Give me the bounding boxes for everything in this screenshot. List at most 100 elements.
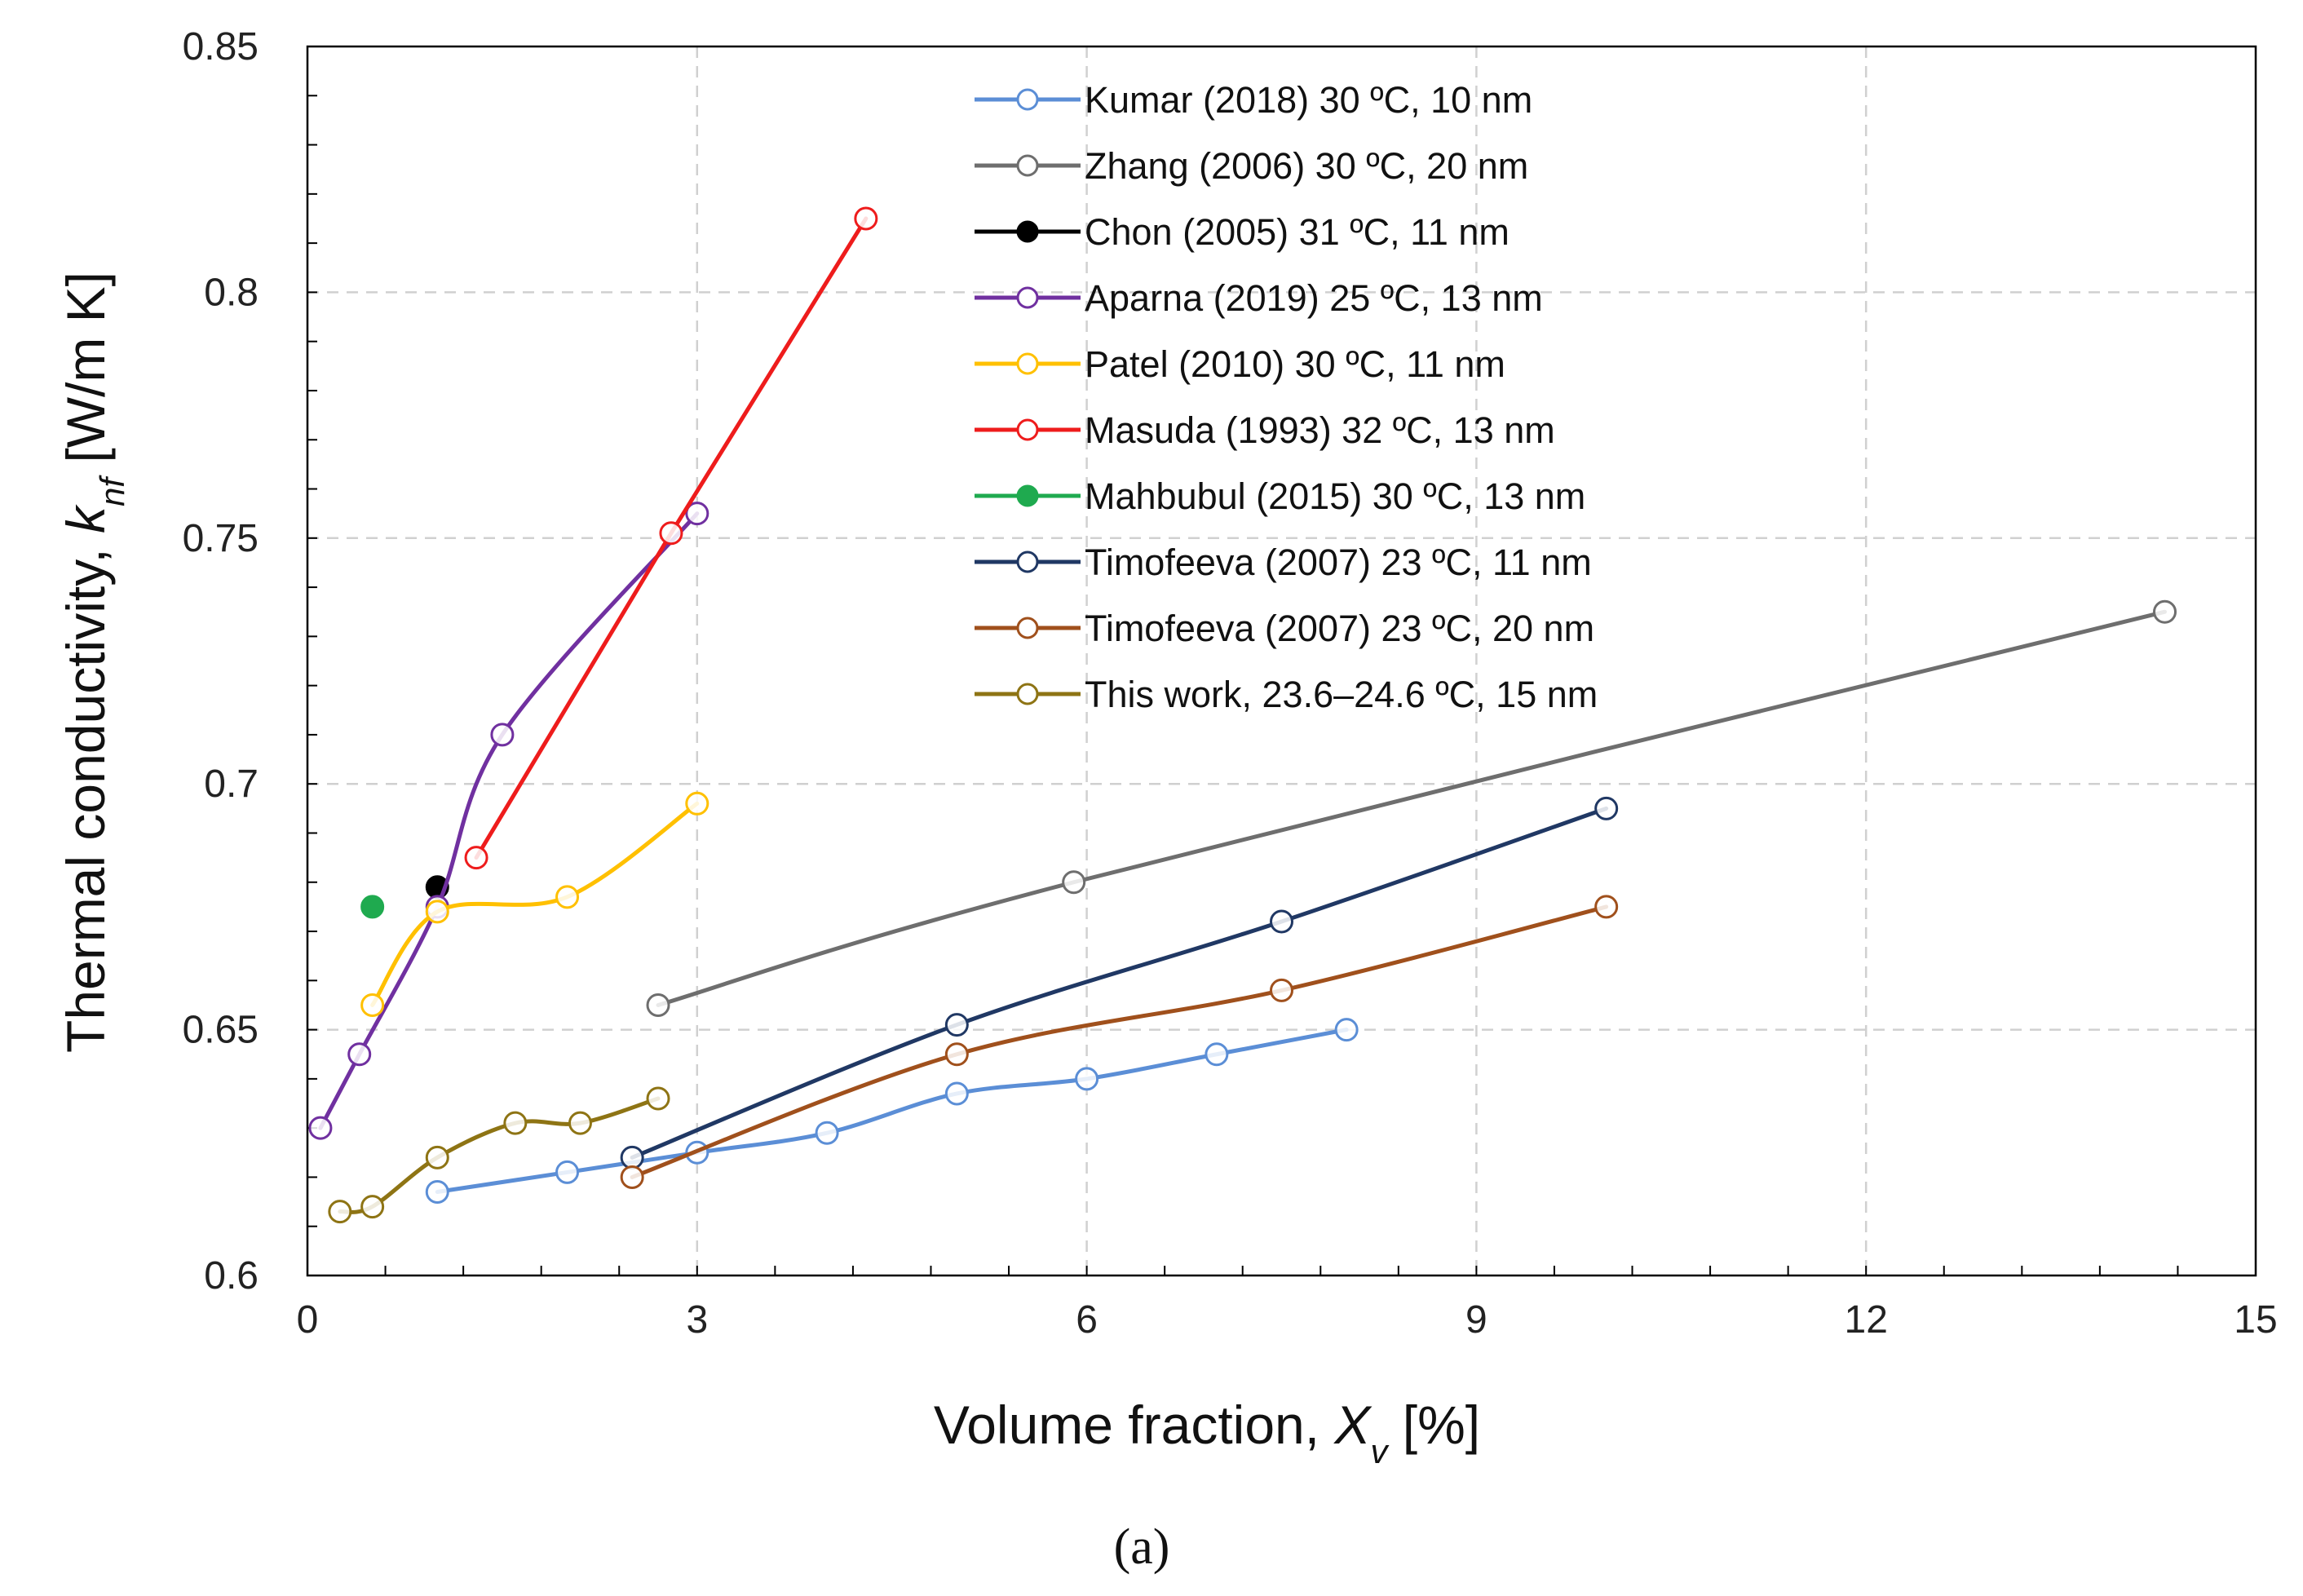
- data-point: [1075, 1067, 1099, 1091]
- y-tick-label: 0.65: [183, 1009, 259, 1052]
- data-point: [2153, 599, 2177, 624]
- legend-label: Chon (2005) 31 ºC, 11 nm: [1085, 211, 1510, 253]
- legend-entry: This work, 23.6–24.6 ºC, 15 nm: [975, 674, 1598, 715]
- x-axis-title: Volume fraction, Xv [%]: [934, 1395, 1480, 1470]
- series-line: [630, 904, 1609, 1179]
- y-tick-label: 0.75: [183, 517, 259, 560]
- data-point: [568, 1111, 592, 1135]
- legend-label: Timofeeva (2007) 23 ºC, 11 nm: [1085, 542, 1592, 583]
- legend-label: Aparna (2019) 25 ºC, 13 nm: [1085, 277, 1543, 319]
- data-point: [308, 1116, 333, 1140]
- data-point: [555, 1160, 580, 1184]
- data-point: [1062, 870, 1086, 895]
- data-point: [815, 1121, 839, 1145]
- legend-marker: [1016, 683, 1039, 705]
- data-point: [1270, 909, 1293, 934]
- data-point: [555, 885, 580, 909]
- y-axis-title: Thermal conductivity, knf [W/m K]: [55, 272, 131, 1053]
- legend-marker: [1016, 154, 1039, 177]
- legend-label: Masuda (1993) 32 ºC, 13 nm: [1085, 409, 1555, 451]
- data-point: [685, 502, 709, 526]
- data-point: [464, 846, 488, 870]
- data-point: [646, 1086, 670, 1111]
- y-tick-label: 0.6: [204, 1254, 259, 1298]
- legend-entry: Patel (2010) 30 ºC, 11 nm: [975, 343, 1505, 385]
- data-point: [425, 1145, 449, 1169]
- data-point: [360, 993, 385, 1017]
- legend-marker: [1016, 220, 1039, 243]
- legend-label: This work, 23.6–24.6 ºC, 15 nm: [1085, 674, 1598, 715]
- data-point: [944, 1013, 969, 1037]
- data-point: [490, 723, 515, 747]
- series-line: [630, 806, 1609, 1160]
- y-tick-label: 0.8: [204, 271, 259, 314]
- legend-entry: Masuda (1993) 32 ºC, 13 nm: [975, 409, 1555, 451]
- data-point: [503, 1111, 528, 1135]
- series-5: [360, 791, 709, 1017]
- x-tick-label: 15: [2234, 1298, 2277, 1342]
- legend-entry: Zhang (2006) 30 ºC, 20 nm: [975, 145, 1528, 187]
- legend-marker: [1016, 484, 1039, 507]
- data-point: [1594, 895, 1619, 919]
- y-tick-label: 0.7: [204, 763, 259, 806]
- plot-area-frame: [306, 45, 2257, 1277]
- data-point: [347, 1042, 372, 1067]
- series-8: [620, 796, 1619, 1169]
- tick-labels: 0 3 6 9 12 15 0.6 0.65 0.7 0.75 0.8 0.85: [183, 25, 2278, 1342]
- legend-label: Timofeeva (2007) 23 ºC, 20 nm: [1085, 608, 1594, 649]
- series-line: [435, 1028, 1349, 1195]
- data-point: [1334, 1018, 1359, 1042]
- x-tick-label: 3: [686, 1298, 708, 1342]
- legend-label: Patel (2010) 30 ºC, 11 nm: [1085, 343, 1505, 385]
- x-tick-label: 6: [1076, 1298, 1098, 1342]
- data-point: [360, 1195, 385, 1219]
- data-point: [1270, 978, 1293, 1002]
- data-point: [620, 1145, 644, 1169]
- data-point: [425, 1180, 449, 1205]
- data-point: [1594, 796, 1619, 820]
- legend-entry: Mahbubul (2015) 30 ºC, 13 nm: [975, 475, 1585, 517]
- data-point: [620, 1165, 644, 1189]
- data-point: [646, 993, 670, 1017]
- legend-marker: [1016, 418, 1039, 441]
- legend-entry: Timofeeva (2007) 23 ºC, 11 nm: [975, 542, 1592, 583]
- legend: Kumar (2018) 30 ºC, 10 nm Zhang (2006) 30…: [975, 79, 1598, 715]
- legend-entry: Aparna (2019) 25 ºC, 13 nm: [975, 277, 1543, 319]
- series-layer: [308, 206, 2177, 1224]
- legend-marker: [1016, 550, 1039, 573]
- legend-label: Mahbubul (2015) 30 ºC, 13 nm: [1085, 475, 1585, 517]
- data-point: [328, 1200, 352, 1224]
- series-2: [646, 599, 2177, 1017]
- data-point: [659, 521, 683, 546]
- y-tick-label: 0.85: [183, 25, 259, 69]
- data-point: [944, 1081, 969, 1106]
- series-10: [328, 1086, 670, 1224]
- legend-entry: Timofeeva (2007) 23 ºC, 20 nm: [975, 608, 1594, 649]
- data-point: [854, 206, 878, 231]
- series-7: [360, 895, 385, 919]
- panel-label: (a): [1114, 1519, 1170, 1575]
- legend-marker: [1016, 88, 1039, 111]
- series-1: [425, 1018, 1359, 1205]
- x-tick-label: 9: [1465, 1298, 1487, 1342]
- legend-entry: Chon (2005) 31 ºC, 11 nm: [975, 211, 1510, 253]
- data-point: [360, 895, 385, 919]
- x-tick-label: 12: [1845, 1298, 1888, 1342]
- legend-label: Zhang (2006) 30 ºC, 20 nm: [1085, 145, 1528, 187]
- x-tick-label: 0: [297, 1298, 319, 1342]
- legend-entry: Kumar (2018) 30 ºC, 10 nm: [975, 79, 1532, 121]
- series-line: [656, 609, 2168, 1007]
- legend-label: Kumar (2018) 30 ºC, 10 nm: [1085, 79, 1532, 121]
- data-point: [425, 900, 449, 924]
- legend-marker: [1016, 286, 1039, 309]
- series-6: [464, 206, 878, 870]
- series-9: [620, 895, 1619, 1189]
- legend-marker: [1016, 617, 1039, 639]
- grid: [307, 46, 2256, 1275]
- data-point: [944, 1042, 969, 1067]
- legend-marker: [1016, 352, 1039, 375]
- series-line: [370, 801, 700, 1007]
- data-point: [685, 791, 709, 816]
- data-point: [1205, 1042, 1229, 1067]
